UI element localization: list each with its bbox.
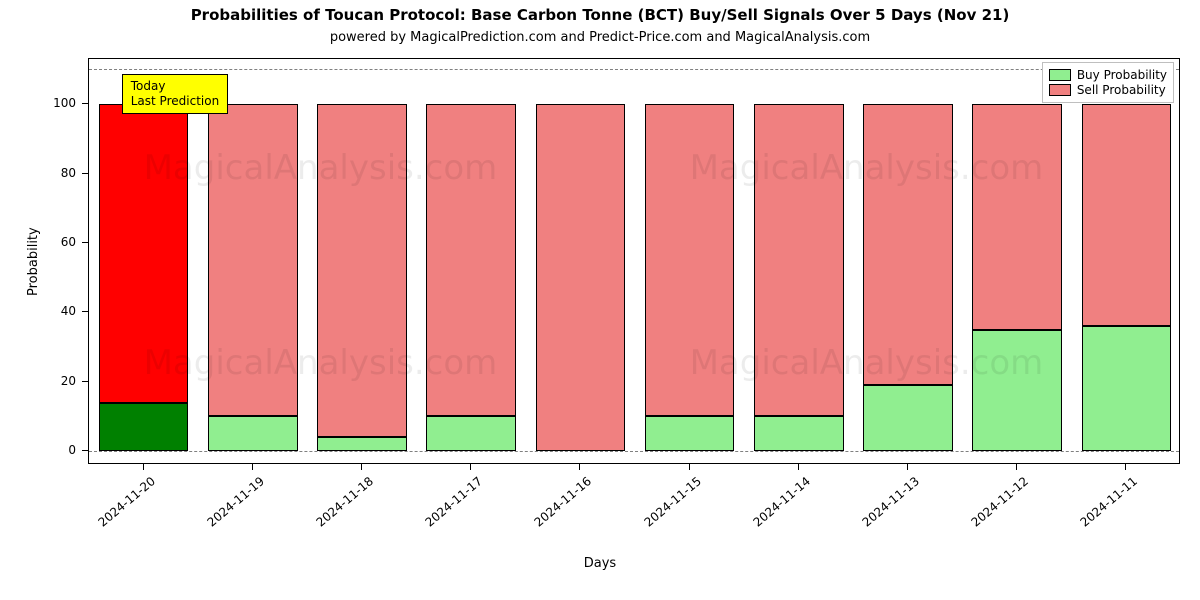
legend-swatch xyxy=(1049,84,1071,96)
bar-buy xyxy=(754,416,844,451)
x-tick-mark xyxy=(579,464,580,470)
annotation-line: Last Prediction xyxy=(131,94,219,109)
x-tick-mark xyxy=(907,464,908,470)
y-tick-mark xyxy=(82,311,88,312)
y-tick-mark xyxy=(82,173,88,174)
y-tick-label: 100 xyxy=(0,96,76,110)
x-tick-label: 2024-11-18 xyxy=(301,474,376,540)
y-tick-mark xyxy=(82,381,88,382)
bar-buy xyxy=(1082,326,1172,451)
y-tick-label: 0 xyxy=(0,443,76,457)
x-tick-mark xyxy=(470,464,471,470)
x-tick-label: 2024-11-16 xyxy=(520,474,595,540)
bar-sell xyxy=(863,104,953,385)
reference-line xyxy=(89,451,1179,452)
bar-sell xyxy=(1082,104,1172,326)
y-tick-label: 60 xyxy=(0,235,76,249)
x-tick-label: 2024-11-19 xyxy=(192,474,267,540)
legend-swatch xyxy=(1049,69,1071,81)
x-tick-mark xyxy=(798,464,799,470)
x-tick-label: 2024-11-14 xyxy=(738,474,813,540)
legend-item: Sell Probability xyxy=(1049,83,1167,97)
bar-sell xyxy=(754,104,844,416)
bar-sell xyxy=(317,104,407,437)
legend-label: Sell Probability xyxy=(1077,83,1166,97)
chart-container: Probabilities of Toucan Protocol: Base C… xyxy=(0,0,1200,600)
chart-title: Probabilities of Toucan Protocol: Base C… xyxy=(0,6,1200,24)
plot-area: MagicalAnalysis.comMagicalAnalysis.comMa… xyxy=(88,58,1180,464)
bar-buy xyxy=(972,330,1062,451)
bar-sell xyxy=(536,104,626,451)
y-tick-mark xyxy=(82,242,88,243)
x-tick-mark xyxy=(361,464,362,470)
y-tick-label: 20 xyxy=(0,374,76,388)
bar-sell xyxy=(99,104,189,402)
bar-sell xyxy=(208,104,298,416)
today-annotation: TodayLast Prediction xyxy=(122,74,228,114)
bar-sell xyxy=(972,104,1062,330)
x-tick-label: 2024-11-11 xyxy=(1066,474,1141,540)
x-tick-label: 2024-11-15 xyxy=(629,474,704,540)
legend-item: Buy Probability xyxy=(1049,68,1167,82)
y-tick-label: 40 xyxy=(0,304,76,318)
x-tick-label: 2024-11-17 xyxy=(410,474,485,540)
y-tick-mark xyxy=(82,450,88,451)
bar-buy xyxy=(863,385,953,451)
y-tick-mark xyxy=(82,103,88,104)
x-tick-label: 2024-11-12 xyxy=(956,474,1031,540)
bar-buy xyxy=(99,403,189,452)
x-axis-label: Days xyxy=(0,556,1200,571)
x-tick-mark xyxy=(143,464,144,470)
x-tick-mark xyxy=(689,464,690,470)
x-tick-label: 2024-11-13 xyxy=(847,474,922,540)
x-tick-mark xyxy=(1016,464,1017,470)
bar-buy xyxy=(645,416,735,451)
bar-sell xyxy=(426,104,516,416)
chart-subtitle: powered by MagicalPrediction.com and Pre… xyxy=(0,30,1200,45)
bar-sell xyxy=(645,104,735,416)
bar-buy xyxy=(317,437,407,451)
annotation-line: Today xyxy=(131,79,219,94)
x-tick-label: 2024-11-20 xyxy=(83,474,158,540)
y-tick-label: 80 xyxy=(0,166,76,180)
x-tick-mark xyxy=(252,464,253,470)
x-tick-mark xyxy=(1125,464,1126,470)
legend-label: Buy Probability xyxy=(1077,68,1167,82)
bar-buy xyxy=(426,416,516,451)
bar-buy xyxy=(208,416,298,451)
reference-line xyxy=(89,69,1179,70)
legend: Buy ProbabilitySell Probability xyxy=(1042,62,1174,103)
